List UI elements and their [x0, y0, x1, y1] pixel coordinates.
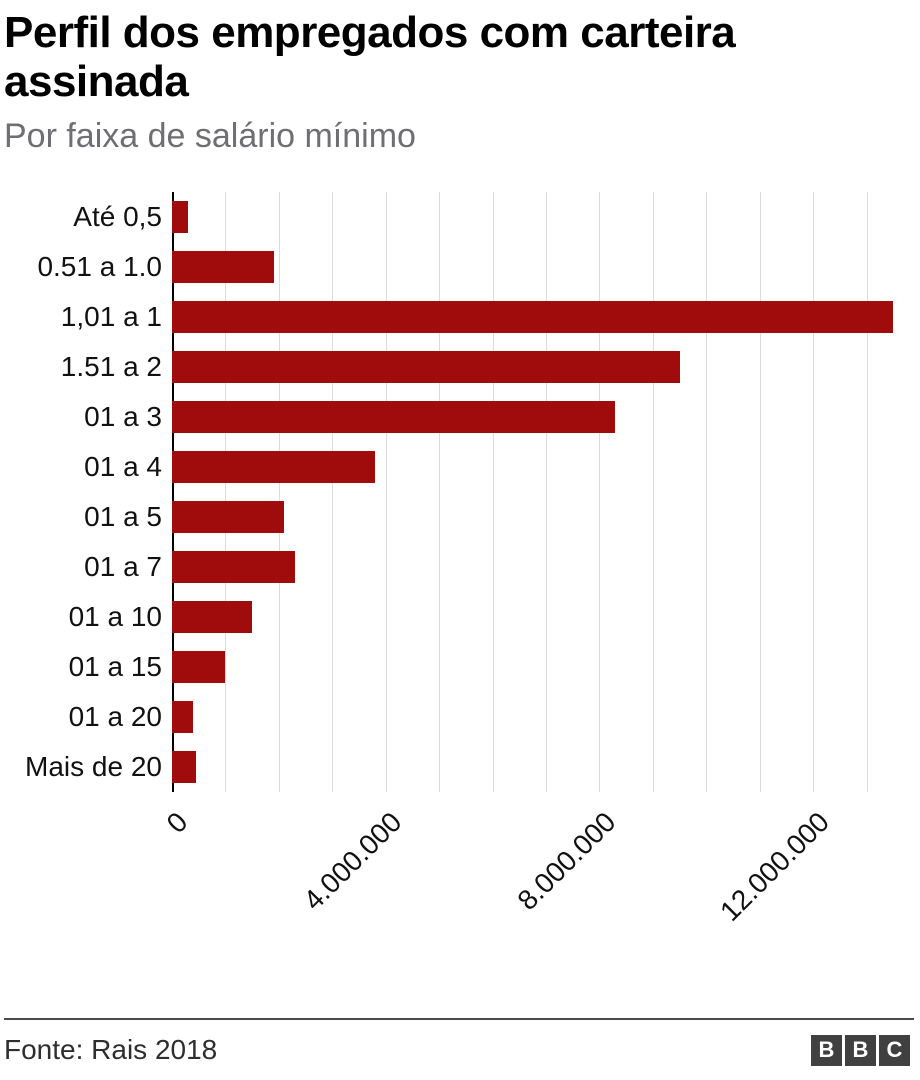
bbc-logo-letter: B: [845, 1034, 876, 1066]
x-tick-label: 8.000.000: [511, 805, 622, 916]
chart-row: 01 a 7: [0, 542, 920, 592]
category-label: 1,01 a 1: [60, 300, 162, 332]
bbc-logo: B B C: [811, 1034, 910, 1066]
category-label: 1.51 a 2: [60, 350, 162, 382]
bar: [172, 250, 274, 283]
page-subtitle: Por faixa de salário mínimo: [4, 116, 416, 155]
grid-line: [332, 191, 334, 792]
chart-row: 01 a 20: [0, 692, 920, 742]
bar-chart: Até 0,5 0.51 a 1.0 1,01 a 1 1.51 a 2 01 a 3 0…: [0, 191, 920, 972]
chart-row: 01 a 5: [0, 492, 920, 542]
bar: [172, 700, 194, 733]
bbc-logo-letter: C: [879, 1034, 910, 1066]
y-axis-line: [172, 191, 174, 792]
grid-line: [546, 191, 547, 792]
grid-line: [599, 191, 601, 792]
bar-track: [172, 700, 920, 733]
x-tick-label: 12.000.000: [714, 805, 836, 927]
bar: [172, 200, 189, 233]
category-label: 01 a 5: [84, 500, 162, 532]
bar: [172, 600, 253, 633]
bar: [172, 550, 295, 583]
bar-track: [172, 750, 920, 783]
chart-row: 01 a 15: [0, 642, 920, 692]
category-label: Até 0,5: [73, 200, 162, 232]
grid-line: [866, 191, 868, 792]
grid-layer: [172, 191, 920, 792]
chart-row: 01 a 4: [0, 442, 920, 492]
footer: Fonte: Rais 2018 B B C: [4, 1018, 914, 1080]
bar-track: [172, 600, 920, 633]
x-axis-labels: 0 4.000.000 8.000.000 12.000.000: [161, 792, 920, 972]
bar-track: [172, 650, 920, 683]
rows: Até 0,5 0.51 a 1.0 1,01 a 1 1.51 a 2 01 a 3 0…: [0, 192, 920, 792]
grid-line: [652, 191, 654, 792]
x-tick-label: 4.000.000: [297, 805, 408, 916]
chart-row: Até 0,5: [0, 192, 920, 242]
chart-row: 1,01 a 1: [0, 292, 920, 342]
chart-row: 1.51 a 2: [0, 342, 920, 392]
grid-line: [813, 191, 815, 792]
category-label: 01 a 15: [68, 650, 162, 682]
category-label: 01 a 7: [84, 550, 162, 582]
bar-track: [172, 200, 920, 233]
category-label: 01 a 4: [84, 450, 162, 482]
bar-track: [172, 550, 920, 583]
bar: [172, 650, 226, 683]
grid-line: [278, 191, 280, 792]
bar-track: [172, 400, 920, 433]
chart-header: Perfil dos empregados com carteira assin…: [0, 0, 920, 156]
category-label: Mais de 20: [25, 750, 162, 782]
page-title: Perfil dos empregados com carteira assin…: [4, 8, 736, 107]
x-tick-label: 0: [160, 805, 194, 839]
grid-line: [706, 191, 708, 792]
grid-line: [225, 191, 227, 792]
source-text: Fonte: Rais 2018: [4, 1034, 218, 1065]
bar: [172, 350, 680, 383]
chart-body: Até 0,5 0.51 a 1.0 1,01 a 1 1.51 a 2 01 a 3 0…: [0, 191, 920, 792]
bar-track: [172, 450, 920, 483]
chart-row: 0.51 a 1.0: [0, 242, 920, 292]
category-label: 0.51 a 1.0: [37, 250, 162, 282]
chart-row: 01 a 10: [0, 592, 920, 642]
category-label: 01 a 20: [68, 700, 162, 732]
bar: [172, 500, 285, 533]
grid-line: [492, 191, 494, 792]
bbc-logo-letter: B: [811, 1034, 842, 1066]
category-label: 01 a 10: [68, 600, 162, 632]
bar-track: [172, 350, 920, 383]
bar: [172, 450, 376, 483]
bar-track: [172, 500, 920, 533]
bar: [172, 400, 616, 433]
grid-line: [759, 191, 761, 792]
chart-row: Mais de 20: [0, 742, 920, 792]
category-label: 01 a 3: [84, 400, 162, 432]
bar: [172, 750, 197, 783]
chart-row: 01 a 3: [0, 392, 920, 442]
bar: [172, 300, 894, 333]
bar-track: [172, 250, 920, 283]
grid-line: [385, 191, 387, 792]
grid-line: [439, 191, 441, 792]
bar-track: [172, 300, 920, 333]
